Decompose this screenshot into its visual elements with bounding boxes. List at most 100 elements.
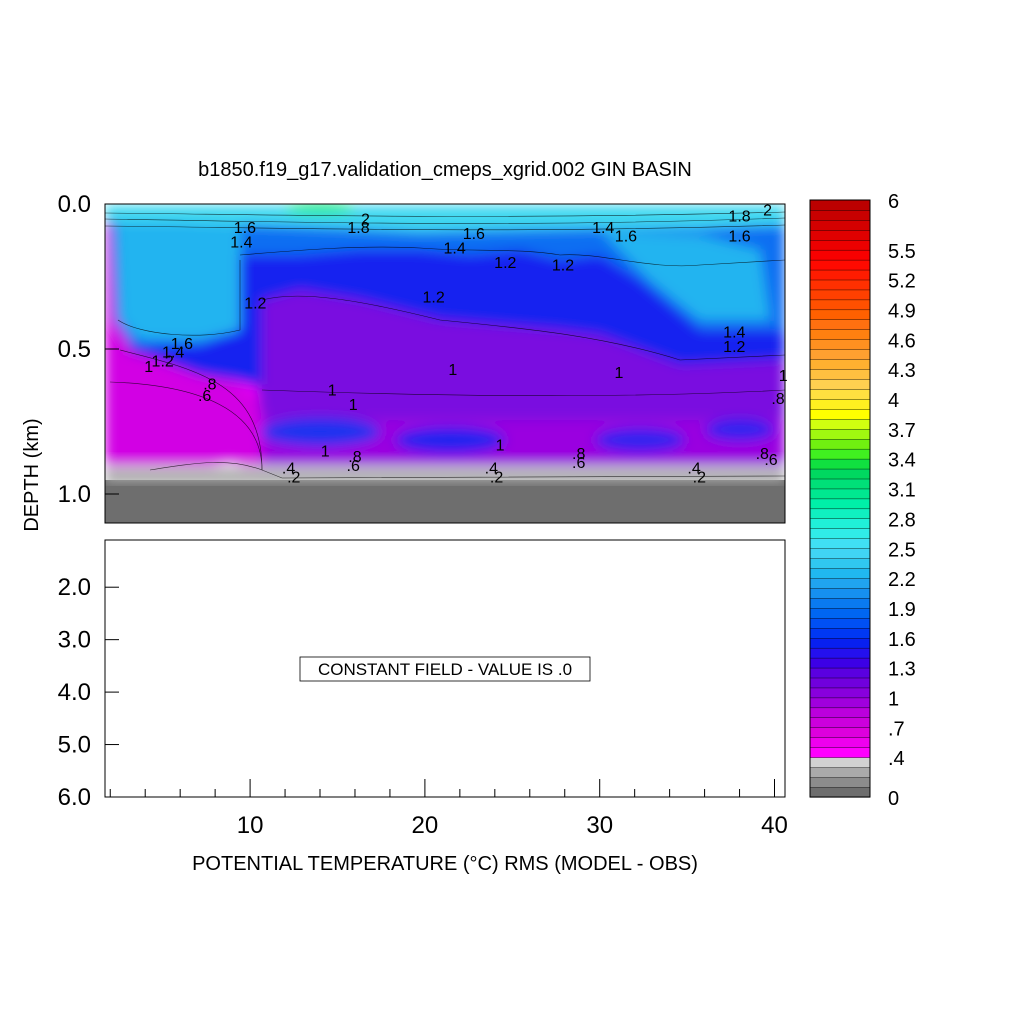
colorbar-swatch bbox=[809, 717, 871, 728]
contour-label: 1 bbox=[614, 365, 623, 382]
colorbar-swatch bbox=[809, 498, 871, 510]
colorbar-label: .4 bbox=[888, 748, 905, 770]
colorbar-swatch bbox=[809, 786, 871, 798]
colorbar-frame bbox=[809, 199, 871, 798]
grey-band-3 bbox=[105, 478, 785, 483]
colorbar-label: 1.6 bbox=[888, 629, 916, 651]
y-tick-label-lower: 2.0 bbox=[58, 574, 91, 601]
contour-label: 1.2 bbox=[244, 295, 266, 312]
contour-label: .4 bbox=[282, 461, 295, 478]
contour-lines bbox=[105, 211, 785, 479]
colorbar-swatch bbox=[809, 359, 871, 370]
contour-label: .8 bbox=[203, 377, 216, 394]
colorbar-swatch bbox=[809, 538, 871, 549]
colorbar-swatch bbox=[809, 279, 871, 291]
colorbar-swatch bbox=[809, 259, 871, 271]
colorbar-label: 3.7 bbox=[888, 420, 916, 442]
colorbar-swatch bbox=[809, 607, 871, 619]
contour-label: .8 bbox=[756, 446, 769, 463]
contour-label: .6 bbox=[572, 455, 585, 472]
contour-label: 1.2 bbox=[723, 339, 745, 356]
y-tick-label-upper: 0.0 bbox=[58, 191, 91, 218]
contour-label: 1 bbox=[328, 382, 337, 399]
grey-band-1 bbox=[105, 466, 785, 472]
contour-label: 1 bbox=[448, 362, 457, 379]
contour-label: 2 bbox=[763, 203, 772, 220]
contour-label: 1.8 bbox=[347, 220, 369, 237]
contour-label: .6 bbox=[764, 452, 777, 469]
colorbar-swatch bbox=[809, 398, 871, 410]
colorbar-label: 2.8 bbox=[888, 509, 916, 531]
deep-patch-2 bbox=[395, 427, 505, 453]
colorbar-label: 2.5 bbox=[888, 539, 916, 561]
contour-label: 1.8 bbox=[728, 208, 750, 225]
colorbar-swatch bbox=[809, 727, 871, 738]
deep-patch-1 bbox=[260, 418, 380, 446]
contour-label: .4 bbox=[485, 461, 498, 478]
y-tick-label-upper: 1.0 bbox=[58, 481, 91, 508]
constant-field-message: CONSTANT FIELD - VALUE IS .0 bbox=[318, 660, 572, 679]
contour-label: 1.2 bbox=[423, 290, 445, 307]
colorbar-swatch bbox=[809, 577, 871, 589]
colorbar-swatch bbox=[809, 697, 871, 709]
colorbar-swatch bbox=[809, 627, 871, 639]
y-axis-label: DEPTH (km) bbox=[21, 418, 43, 531]
colorbar-swatch bbox=[809, 388, 871, 400]
contour-label: .6 bbox=[347, 458, 360, 475]
colorbar-swatch bbox=[809, 428, 871, 440]
colorbar-swatch bbox=[809, 239, 871, 251]
colorbar-swatch bbox=[809, 329, 871, 340]
colorbar-swatch bbox=[809, 737, 871, 748]
contour-label: 1.2 bbox=[494, 255, 516, 272]
colorbar-swatch bbox=[809, 378, 871, 390]
contour-label: 2 bbox=[361, 211, 370, 228]
colorbar-swatch bbox=[809, 647, 871, 659]
colorbar-swatch bbox=[809, 567, 871, 579]
colorbar-swatch bbox=[809, 587, 871, 599]
colorbar-label: 4.9 bbox=[888, 300, 916, 322]
grey-band-2 bbox=[105, 472, 785, 478]
contour-label: 1 bbox=[321, 443, 330, 460]
colorbar-swatch bbox=[809, 408, 871, 420]
colorbar-swatch bbox=[809, 687, 871, 699]
colorbar-swatch bbox=[809, 448, 871, 460]
colorbar-swatch bbox=[809, 458, 871, 470]
colorbar-swatch bbox=[809, 528, 871, 539]
colorbar-swatch bbox=[809, 229, 871, 241]
axes: 10 20 30 40 0.0 0.5 1.0 2.0 3.0 4.0 5.0 6.0 bbox=[58, 191, 788, 839]
y-tick-label-upper: 0.5 bbox=[58, 336, 91, 363]
colorbar-swatch bbox=[809, 249, 871, 261]
contour-label: 1.2 bbox=[552, 258, 574, 275]
colorbar-swatch bbox=[809, 667, 871, 679]
colorbar-swatch bbox=[809, 468, 871, 480]
colorbar-swatch bbox=[809, 309, 871, 321]
colorbar-swatch bbox=[809, 597, 871, 609]
y-tick-label-lower: 6.0 bbox=[58, 784, 91, 811]
colorbar-swatch bbox=[809, 269, 871, 281]
x-tick-label: 30 bbox=[586, 812, 613, 839]
colorbar-swatch bbox=[809, 766, 871, 778]
color-fill bbox=[105, 204, 785, 483]
contour-label: .8 bbox=[348, 449, 361, 466]
colorbar-swatch bbox=[809, 349, 871, 360]
colorbar-label: 3.1 bbox=[888, 480, 916, 502]
contour-label: 1.6 bbox=[728, 229, 750, 246]
colorbar-swatch bbox=[809, 438, 871, 450]
colorbar-swatch bbox=[809, 776, 871, 788]
contour-label: 1 bbox=[779, 368, 788, 385]
colorbar-swatch bbox=[809, 488, 871, 500]
x-tick-label: 20 bbox=[412, 812, 439, 839]
colorbar-swatch bbox=[809, 339, 871, 350]
colorbar-swatch bbox=[809, 747, 871, 758]
bottom-land-solid bbox=[105, 486, 785, 523]
colorbar-label: 5.2 bbox=[888, 271, 916, 293]
upper-panel-frame bbox=[104, 203, 786, 524]
contour-label: .2 bbox=[287, 469, 300, 486]
contour-label: .4 bbox=[687, 461, 700, 478]
constant-field-box bbox=[299, 656, 591, 682]
contour-label: .2 bbox=[490, 469, 503, 486]
contour-label: 1.4 bbox=[443, 240, 465, 257]
colorbar-swatch bbox=[809, 368, 871, 380]
x-tick-label: 40 bbox=[761, 812, 788, 839]
